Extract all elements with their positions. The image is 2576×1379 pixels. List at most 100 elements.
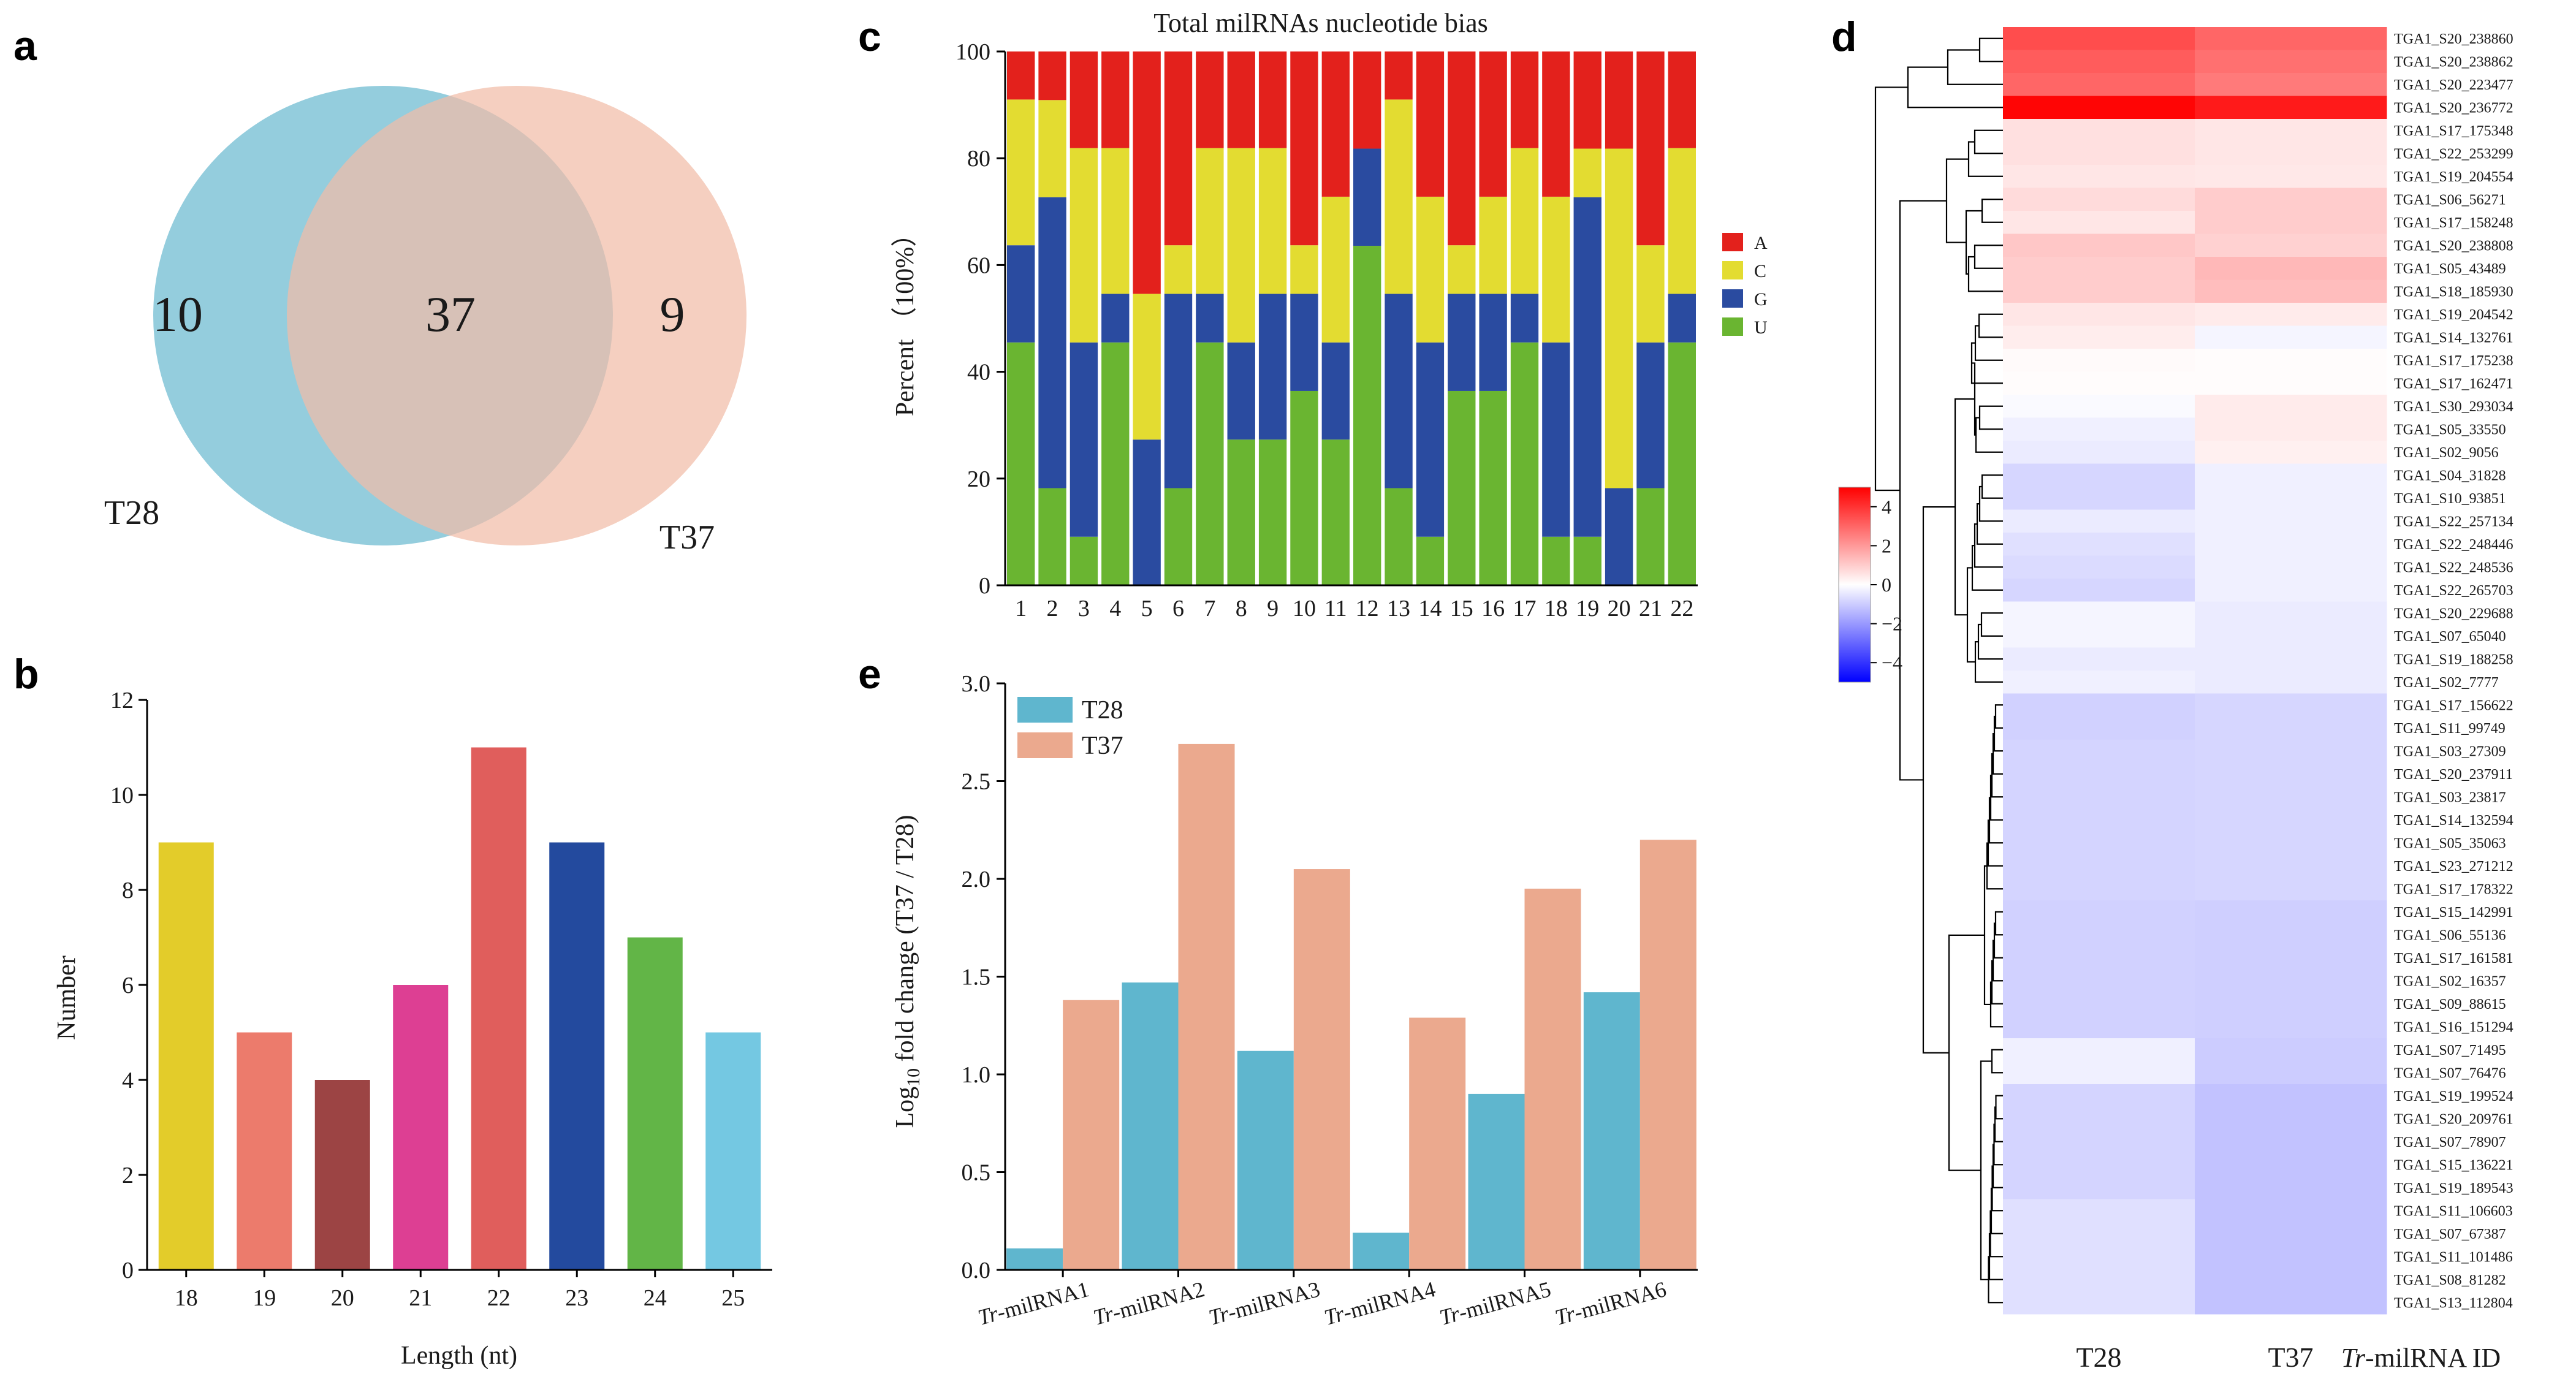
b-x-axis-title: Length (nt)	[401, 1342, 517, 1370]
c-x-tick-label: 20	[1608, 596, 1631, 621]
d-column-label-T28: T28	[2076, 1342, 2121, 1373]
d-row-label: TGA1_S19_204554	[2394, 169, 2513, 185]
panel-e-fold-change-chart: e Tr-milRNA1Tr-milRNA2Tr-milRNA3Tr-milRN…	[858, 651, 1698, 1330]
d-row-label: TGA1_S07_65040	[2394, 629, 2506, 645]
d-row-label: TGA1_S19_199524	[2394, 1088, 2513, 1104]
d-row-label: TGA1_S17_162471	[2394, 376, 2513, 392]
d-cell-T28-TGA1_S03_23817	[2003, 785, 2195, 809]
c-segment-C-2	[1038, 100, 1066, 197]
b-x-tick-label: 25	[721, 1285, 745, 1311]
d-dendrogram-link	[1980, 612, 2003, 637]
e-bar-T37-4	[1409, 1017, 1466, 1270]
c-segment-U-15	[1448, 390, 1476, 585]
d-cell-T37-TGA1_S03_23817	[2195, 785, 2387, 809]
d-cell-T37-TGA1_S22_248446	[2195, 533, 2387, 556]
d-cell-T37-TGA1_S07_76476	[2195, 1061, 2387, 1085]
e-y-tick-label: 3.0	[962, 671, 991, 697]
d-row-label: TGA1_S20_209761	[2394, 1111, 2513, 1127]
d-colorbar: 4 2 0 −2 −4	[1838, 487, 1902, 683]
d-row-label: TGA1_S05_43489	[2394, 261, 2506, 277]
b-y-tick-label: 6	[122, 973, 134, 998]
d-cell-T37-TGA1_S19_204554	[2195, 165, 2387, 188]
d-cell-T28-TGA1_S02_9056	[2003, 441, 2195, 464]
d-dendrogram-link	[1974, 641, 2003, 683]
d-cell-T28-TGA1_S14_132594	[2003, 808, 2195, 832]
d-cell-T28-TGA1_S07_78907	[2003, 1130, 2195, 1153]
c-y-tick-label: 60	[967, 253, 990, 278]
c-x-tick-label: 9	[1267, 596, 1279, 621]
d-column-label-T37: T37	[2268, 1342, 2313, 1373]
d-cell-T28-TGA1_S16_151294	[2003, 1015, 2195, 1039]
c-segment-G-15	[1448, 294, 1476, 391]
d-cell-T37-TGA1_S20_237911	[2195, 762, 2387, 786]
c-legend-label-A: A	[1754, 233, 1768, 253]
c-y-tick-label: 40	[967, 360, 990, 386]
d-colorbar-tick-label: 2	[1882, 534, 1891, 557]
c-segment-U-22	[1668, 342, 1696, 585]
panel-letter-a: a	[13, 23, 37, 69]
e-legend-label-T28: T28	[1082, 696, 1123, 724]
c-segment-G-11	[1321, 342, 1350, 440]
d-cell-T28-TGA1_S14_132761	[2003, 325, 2195, 349]
d-cell-T28-TGA1_S07_65040	[2003, 625, 2195, 648]
d-dendrogram-link	[1978, 313, 2003, 338]
d-row-label: TGA1_S17_161581	[2394, 951, 2513, 967]
d-cell-T37-TGA1_S20_238862	[2195, 50, 2387, 74]
d-row-label: TGA1_S11_99749	[2394, 721, 2506, 737]
e-y-axis-title: Log10 fold change (T37 / T28)	[891, 815, 924, 1128]
e-x-tick-label: Tr-milRNA5	[1437, 1277, 1553, 1330]
d-row-labels: TGA1_S20_238860 TGA1_S20_238862 TGA1_S20_2…	[2394, 31, 2513, 1312]
d-cell-T28-TGA1_S03_27309	[2003, 739, 2195, 763]
d-cell-T37-TGA1_S20_238808	[2195, 234, 2387, 257]
d-dendrogram-link	[1967, 256, 2003, 292]
d-row-label: TGA1_S04_31828	[2394, 468, 2506, 484]
c-segment-U-3	[1070, 536, 1098, 585]
d-cell-T28-TGA1_S15_142991	[2003, 900, 2195, 924]
d-row-label: TGA1_S20_238808	[2394, 238, 2513, 254]
c-legend-swatch-U	[1722, 317, 1743, 336]
c-segment-A-15	[1448, 51, 1476, 246]
c-segment-C-5	[1133, 294, 1161, 440]
c-segment-A-8	[1227, 51, 1255, 148]
d-cell-T37-TGA1_S22_248536	[2195, 555, 2387, 579]
c-segment-G-8	[1227, 342, 1255, 440]
e-x-tick-label: Tr-milRNA6	[1552, 1277, 1669, 1330]
d-cell-T37-TGA1_S07_67387	[2195, 1222, 2387, 1245]
d-cell-T37-TGA1_S11_106603	[2195, 1199, 2387, 1223]
c-segment-U-19	[1573, 536, 1601, 585]
d-dendrogram-link	[1948, 934, 1985, 1171]
e-legend-swatch-T37	[1017, 732, 1073, 758]
c-segment-A-16	[1479, 51, 1507, 197]
d-cell-T37-TGA1_S15_136221	[2195, 1153, 2387, 1177]
c-x-tick-label: 8	[1236, 596, 1247, 621]
d-cell-T28-TGA1_S07_76476	[2003, 1061, 2195, 1085]
d-cell-T28-TGA1_S17_161581	[2003, 946, 2195, 970]
d-cell-T28-TGA1_S19_199524	[2003, 1084, 2195, 1107]
d-cell-T28-TGA1_S19_189543	[2003, 1176, 2195, 1199]
c-segment-C-16	[1479, 196, 1507, 294]
d-row-label: TGA1_S13_112804	[2394, 1295, 2513, 1311]
c-x-tick-label: 3	[1078, 596, 1090, 621]
panel-a-venn: a 10 37 9 T28 T37	[13, 23, 747, 557]
d-cell-T28-TGA1_S06_55136	[2003, 923, 2195, 947]
b-x-tick-label: 23	[565, 1285, 588, 1311]
d-cell-T28-TGA1_S20_223477	[2003, 73, 2195, 96]
b-bar-18	[158, 842, 214, 1270]
c-segment-C-17	[1510, 148, 1539, 294]
c-segment-G-4	[1101, 294, 1130, 343]
venn-label-t28: T28	[104, 494, 159, 532]
e-y-tick-label: 0.0	[962, 1258, 991, 1283]
d-row-label: TGA1_S05_35063	[2394, 835, 2506, 851]
c-segment-C-13	[1385, 99, 1413, 294]
d-cell-T28-TGA1_S22_248536	[2003, 555, 2195, 579]
d-cell-T28-TGA1_S22_265703	[2003, 579, 2195, 602]
d-row-label: TGA1_S22_257134	[2394, 514, 2513, 530]
c-segment-U-6	[1164, 488, 1193, 585]
d-dendrogram-link	[1994, 704, 2003, 729]
d-cell-T28-TGA1_S08_81282	[2003, 1268, 2195, 1291]
d-cell-T37-TGA1_S22_265703	[2195, 579, 2387, 602]
e-x-tick-label: Tr-milRNA4	[1321, 1277, 1438, 1330]
panel-letter-d: d	[1831, 13, 1857, 60]
c-segment-C-22	[1668, 148, 1696, 294]
d-cell-T37-TGA1_S22_257134	[2195, 509, 2387, 533]
